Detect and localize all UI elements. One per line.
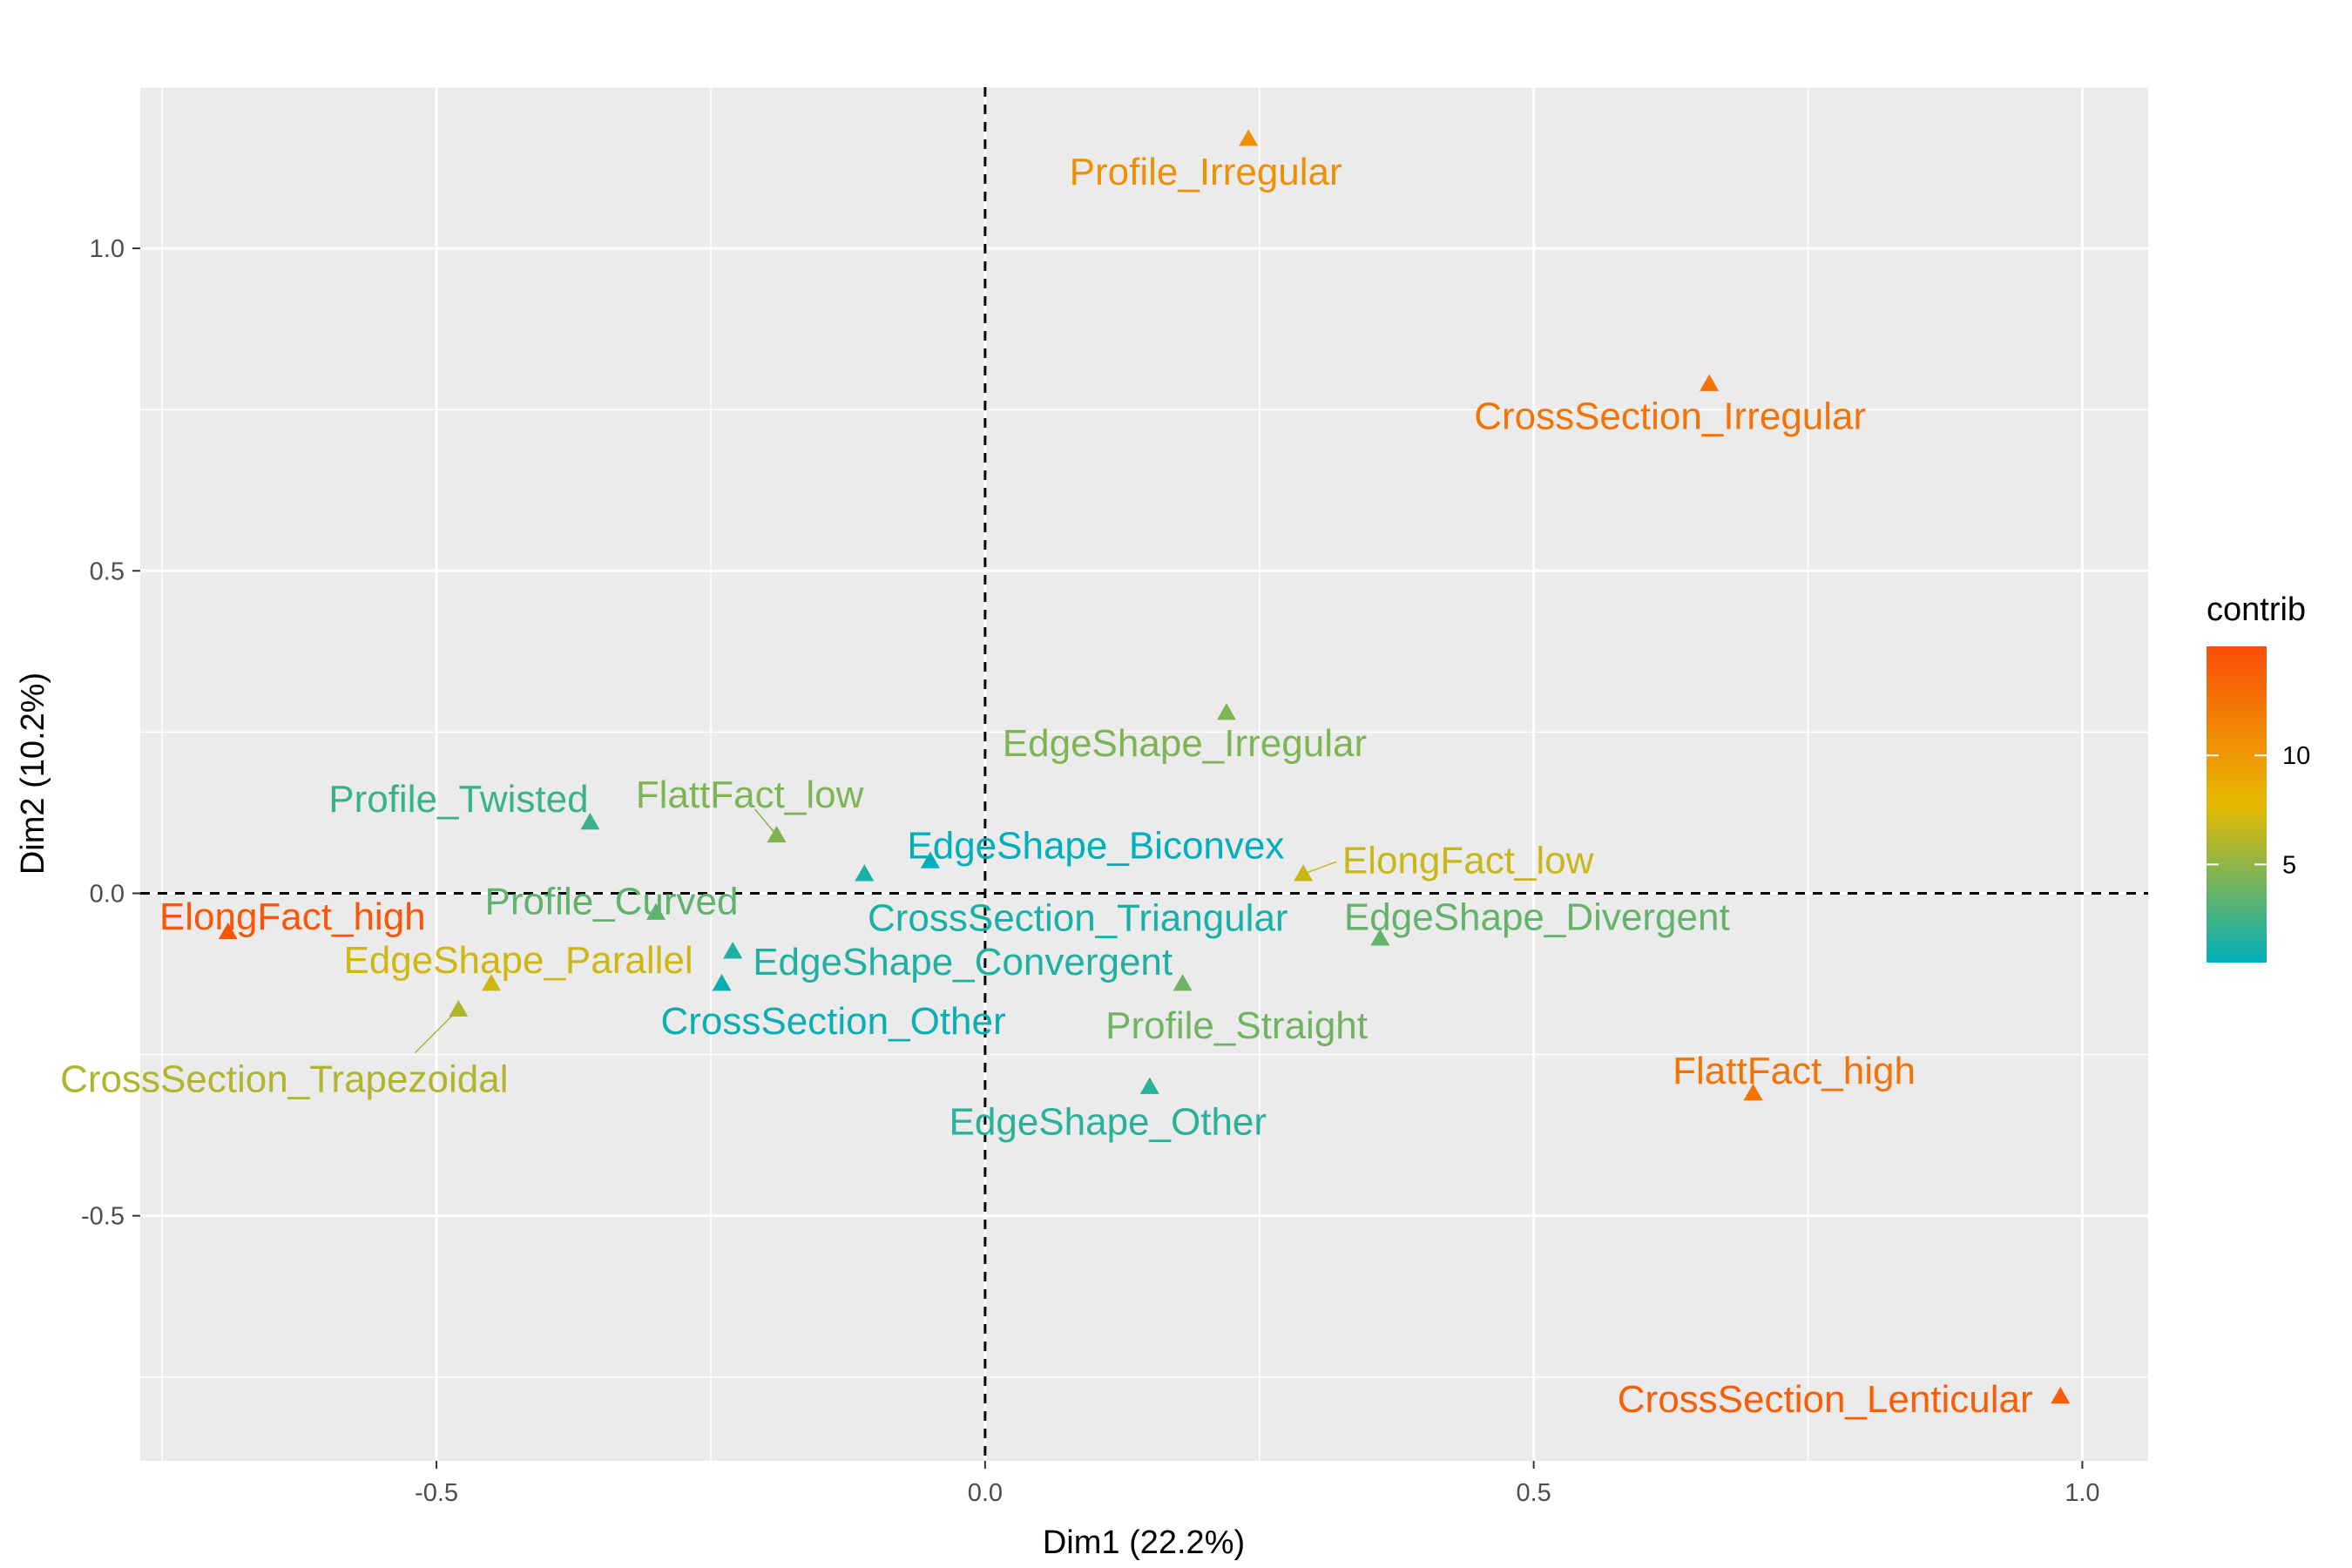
point-marker <box>1700 374 1720 391</box>
point-label: EdgeShape_Divergent <box>1344 896 1730 938</box>
point-label: CrossSection_Trapezoidal <box>60 1058 508 1101</box>
legend-tick-label: 10 <box>2282 742 2310 770</box>
y-axis-title: Dim2 (10.2%) <box>15 672 51 875</box>
y-axis: -0.5 0.0 0.5 1.0 <box>81 235 140 1231</box>
x-tick-label: 1.0 <box>2065 1479 2099 1507</box>
point-label: Profile_Twisted <box>328 778 588 821</box>
point-label: EdgeShape_Other <box>950 1101 1267 1144</box>
label-connector <box>1302 861 1337 875</box>
point-marker <box>580 813 600 830</box>
legend-ticks: 5 10 <box>2207 742 2310 879</box>
point-marker <box>482 974 502 991</box>
point-label: CrossSection_Lenticular <box>1618 1378 2033 1421</box>
point-label: EdgeShape_Biconvex <box>907 824 1284 867</box>
y-tick-label: 0.5 <box>90 558 125 585</box>
x-tick-label: 0.5 <box>1516 1479 1551 1507</box>
point-labels: Profile_Irregular CrossSection_Irregular E… <box>60 151 2033 1421</box>
label-connector <box>754 808 778 836</box>
point-marker <box>920 851 940 868</box>
point-marker <box>1370 929 1390 946</box>
label-connectors <box>414 808 1337 1054</box>
contrib-legend: contrib 5 10 <box>2207 591 2310 963</box>
point-label: Profile_Straight <box>1105 1004 1368 1047</box>
y-tick-label: 0.0 <box>90 880 125 908</box>
point-label: FlattFact_low <box>636 774 864 816</box>
point-marker <box>1216 703 1236 720</box>
point-label: FlattFact_high <box>1673 1050 1916 1092</box>
y-tick-label: 1.0 <box>90 235 125 263</box>
point-marker <box>712 974 732 991</box>
point-marker <box>449 999 469 1017</box>
y-tick-label: -0.5 <box>81 1203 125 1231</box>
point-label: ElongFact_high <box>159 896 426 938</box>
point-marker <box>1743 1083 1763 1101</box>
point-marker <box>218 922 238 940</box>
minor-gridlines <box>140 86 2148 1461</box>
label-connector <box>414 1009 459 1054</box>
point-marker <box>2051 1386 2071 1404</box>
point-marker <box>723 942 743 959</box>
x-axis-title: Dim1 (22.2%) <box>1043 1524 1245 1561</box>
legend-tick-label: 5 <box>2282 851 2296 879</box>
point-label: CrossSection_Triangular <box>868 896 1288 939</box>
point-marker <box>767 825 787 843</box>
point-label: CrossSection_Other <box>660 1000 1005 1043</box>
point-label: CrossSection_Irregular <box>1474 395 1866 438</box>
point-label: EdgeShape_Convergent <box>753 941 1173 983</box>
point-marker <box>645 902 666 920</box>
reference-lines <box>140 87 2148 1461</box>
point-label: ElongFact_low <box>1342 839 1594 882</box>
x-tick-label: 0.0 <box>968 1479 1003 1507</box>
plot-panel <box>140 87 2148 1461</box>
point-label: Profile_Curved <box>484 881 738 923</box>
point-label: EdgeShape_Parallel <box>343 939 693 982</box>
point-marker <box>855 864 875 882</box>
legend-colorbar <box>2207 646 2267 963</box>
x-axis: -0.5 0.0 0.5 1.0 <box>415 1461 2100 1507</box>
point-marker <box>1239 129 1259 146</box>
legend-title: contrib <box>2207 591 2306 628</box>
data-points <box>218 129 2071 1404</box>
x-tick-label: -0.5 <box>415 1479 458 1507</box>
point-marker <box>1294 864 1314 882</box>
point-marker <box>1173 974 1193 991</box>
point-marker <box>1139 1077 1159 1094</box>
point-label: EdgeShape_Irregular <box>1003 722 1367 765</box>
point-label: Profile_Irregular <box>1070 151 1342 193</box>
